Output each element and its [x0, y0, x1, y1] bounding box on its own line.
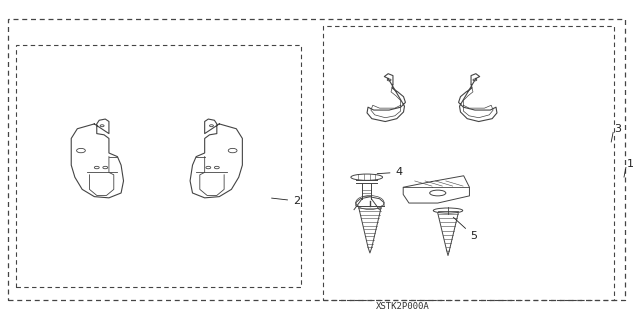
Bar [323, 26, 614, 300]
Text: 1: 1 [627, 159, 634, 169]
Text: 3: 3 [614, 124, 621, 134]
Bar [16, 45, 301, 287]
Bar [8, 19, 625, 300]
Text: XSTK2P000A: XSTK2P000A [376, 302, 430, 311]
Text: 2: 2 [271, 196, 300, 206]
Text: 4: 4 [377, 167, 403, 177]
Text: 5: 5 [453, 217, 477, 241]
